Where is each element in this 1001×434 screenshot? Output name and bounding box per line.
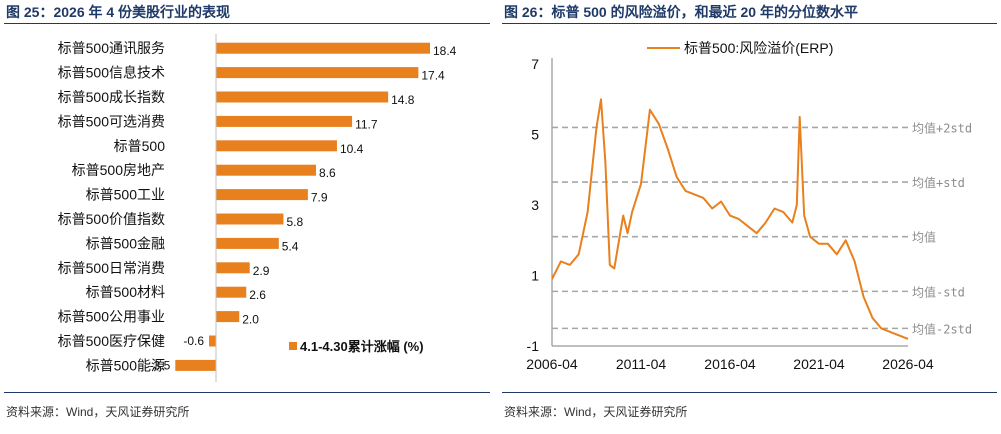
bar	[216, 67, 419, 79]
left-title-rule	[4, 23, 490, 24]
reference-line-label: 均值-2std	[912, 321, 972, 336]
bar	[216, 91, 389, 103]
category-label: 标普500医疗保健	[58, 333, 165, 349]
right-bottom-rule	[502, 392, 997, 393]
category-label: 标普500信息技术	[58, 65, 165, 81]
data-label: 11.7	[355, 117, 378, 131]
data-label: 7.9	[311, 191, 328, 205]
bar	[216, 189, 308, 201]
y-tick-label: 3	[531, 197, 539, 213]
legend-label: 标普500:风险溢价(ERP)	[684, 40, 833, 56]
data-label: 10.4	[340, 142, 364, 156]
category-label: 标普500可选消费	[58, 113, 165, 129]
data-label: 5.8	[286, 215, 303, 229]
left-figure-panel: 图 25：2026 年 4 份美股行业的表现 标普500通讯服务 18.4 标普50…	[0, 0, 494, 434]
category-label: 标普500通讯服务	[58, 40, 165, 56]
erp-series-line	[551, 98, 909, 340]
data-label: 8.6	[319, 166, 336, 180]
y-tick-label: 5	[531, 127, 539, 143]
data-label: 5.4	[282, 239, 299, 253]
category-label: 标普500	[114, 138, 166, 154]
data-label: 2.6	[249, 288, 266, 302]
bar	[216, 140, 337, 152]
bar	[216, 115, 353, 127]
x-tick-label: 2021-04	[793, 356, 845, 372]
reference-line-label: 均值+std	[912, 175, 965, 190]
x-tick-label: 2026-04	[882, 356, 934, 372]
data-label: -0.6	[183, 334, 204, 348]
data-label: 14.8	[391, 93, 415, 107]
reference-line-label: 均值-std	[912, 284, 965, 299]
left-figure-title: 图 25：2026 年 4 份美股行业的表现	[6, 4, 231, 20]
sector-performance-bar-chart: 标普500通讯服务 18.4 标普500信息技术 17.4 标普500成长指数 14.8 标…	[58, 34, 457, 382]
x-tick-label: 2016-04	[704, 356, 756, 372]
left-source-note: 资料来源：Wind，天风证券研究所	[6, 405, 190, 419]
bar	[216, 311, 240, 323]
right-source-note: 资料来源：Wind，天风证券研究所	[504, 405, 688, 419]
left-bottom-rule	[4, 392, 490, 393]
category-label: 标普500日常消费	[58, 260, 165, 276]
y-tick-label: 7	[531, 56, 539, 72]
data-label: 17.4	[421, 69, 445, 83]
category-label: 标普500能源	[86, 357, 165, 373]
legend-label: 4.1-4.30累计涨幅 (%)	[300, 339, 424, 354]
y-tick-label: -1	[527, 338, 540, 354]
bar	[175, 359, 216, 371]
erp-line-chart: 7 5 3 1 -1 2006-04 2011-04 2016-04 2021-04 2026-0…	[526, 40, 972, 372]
bar	[216, 213, 284, 225]
data-label: 2.0	[242, 313, 259, 327]
right-title-rule	[502, 23, 997, 24]
category-label: 标普500公用事业	[58, 309, 165, 325]
y-tick-label: 1	[531, 268, 539, 284]
data-label: 2.9	[253, 264, 270, 278]
right-figure-title: 图 26：标普 500 的风险溢价，和最近 20 年的分位数水平	[504, 4, 858, 20]
legend-swatch	[289, 342, 297, 350]
category-label: 标普500房地产	[72, 162, 165, 178]
category-label: 标普500成长指数	[58, 89, 165, 105]
data-label: -3.5	[150, 358, 171, 372]
reference-line-label: 均值+2std	[912, 120, 972, 135]
bar	[216, 42, 430, 54]
bar	[216, 237, 279, 249]
category-label: 标普500工业	[86, 187, 165, 203]
bar	[216, 164, 317, 176]
right-figure-panel: 图 26：标普 500 的风险溢价，和最近 20 年的分位数水平 7 5 3 1 -1 2…	[498, 0, 1001, 434]
bar	[216, 262, 250, 274]
x-tick-label: 2011-04	[616, 356, 667, 372]
bar	[209, 335, 216, 347]
x-tick-label: 2006-04	[526, 356, 578, 372]
category-label: 标普500价值指数	[58, 211, 165, 227]
data-label: 18.4	[433, 44, 457, 58]
reference-line-label: 均值	[912, 230, 936, 245]
category-label: 标普500金融	[86, 235, 165, 251]
category-label: 标普500材料	[86, 284, 165, 300]
bar	[216, 286, 247, 298]
